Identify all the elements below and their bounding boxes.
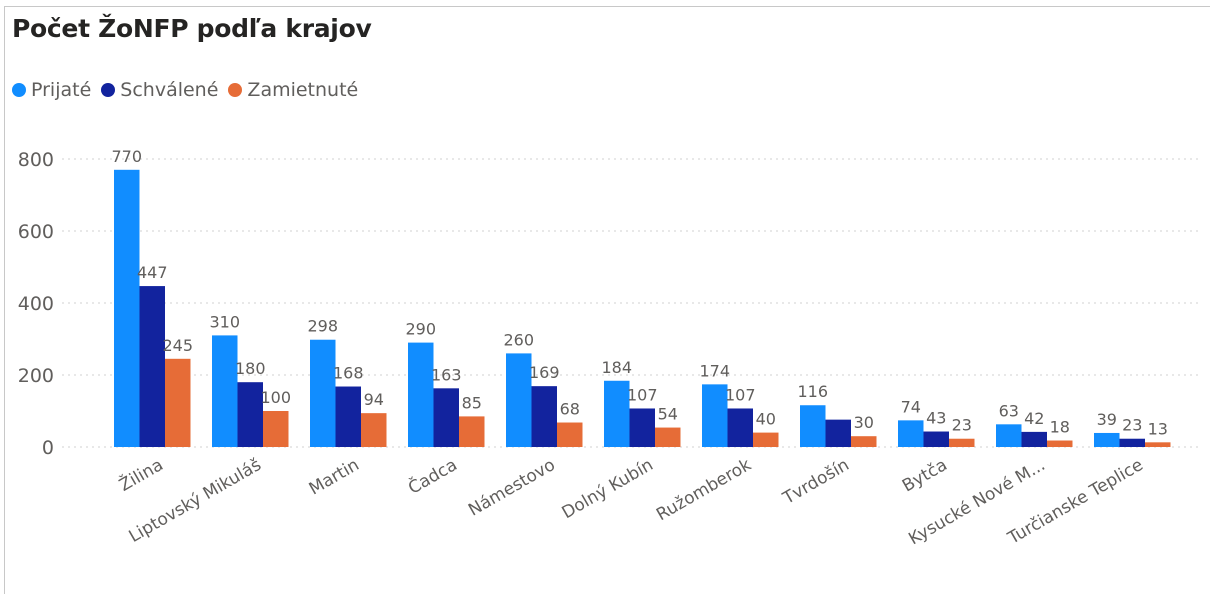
bar-zilina-schvalene: [139, 286, 165, 447]
data-label-namestovo-prijate: 260: [503, 330, 534, 349]
bar-turcianske-teplice-prijate: [1094, 432, 1120, 447]
data-label-ruzomberok-schvalene: 107: [725, 385, 756, 404]
bar-liptovsky-mikulas-schvalene: [237, 382, 263, 447]
bar-ruzomberok-zamietnute: [753, 432, 779, 447]
data-label-kysucke-nove-m-schvalene: 42: [1024, 409, 1044, 428]
data-label-ruzomberok-prijate: 174: [699, 361, 730, 380]
bar-cadca-prijate: [408, 342, 434, 447]
legend-item-zamietnute[interactable]: Zamietnuté: [228, 79, 358, 101]
bar-kysucke-nove-m-schvalene: [1021, 431, 1047, 447]
legend-marker-prijate: [12, 83, 26, 97]
data-label-liptovsky-mikulas-schvalene: 180: [235, 359, 266, 378]
data-label-ruzomberok-zamietnute: 40: [756, 410, 776, 429]
bar-zilina-zamietnute: [165, 358, 191, 447]
data-label-tvrdosin-prijate: 116: [797, 382, 828, 401]
data-label-bytca-schvalene: 43: [926, 409, 946, 428]
data-label-dolny-kubin-prijate: 184: [601, 358, 632, 377]
legend-label-prijate: Prijaté: [31, 79, 92, 101]
bar-bytca-zamietnute: [949, 438, 975, 447]
x-tick-label-namestovo: Námestovo: [465, 455, 559, 521]
bar-cadca-schvalene: [433, 388, 459, 447]
data-label-namestovo-schvalene: 169: [529, 363, 560, 382]
x-tick-label-ruzomberok: Ružomberok: [653, 455, 755, 525]
data-label-kysucke-nove-m-prijate: 63: [999, 401, 1019, 420]
bar-kysucke-nove-m-zamietnute: [1047, 440, 1073, 447]
bar-tvrdosin-zamietnute: [851, 436, 877, 447]
data-label-zilina-schvalene: 447: [137, 263, 168, 282]
data-label-turcianske-teplice-schvalene: 23: [1122, 416, 1142, 435]
data-label-cadca-schvalene: 163: [431, 365, 462, 384]
x-tick-label-dolny-kubin: Dolný Kubín: [559, 455, 657, 523]
legend-marker-zamietnute: [228, 83, 243, 97]
data-label-martin-zamietnute: 94: [364, 390, 384, 409]
bar-cadca-zamietnute: [459, 416, 485, 447]
data-label-zilina-zamietnute: 245: [162, 336, 193, 355]
data-label-martin-schvalene: 168: [333, 364, 364, 383]
legend-item-prijate[interactable]: Prijaté: [12, 79, 91, 101]
data-label-zilina-prijate: 770: [111, 147, 142, 166]
data-label-turcianske-teplice-prijate: 39: [1097, 410, 1117, 429]
bar-bytca-schvalene: [923, 431, 949, 447]
visual-frame: [4, 6, 1210, 594]
bar-martin-prijate: [310, 339, 336, 447]
data-label-bytca-zamietnute: 23: [952, 416, 972, 435]
bar-namestovo-schvalene: [531, 386, 557, 447]
x-tick-label-cadca: Čadca: [404, 453, 461, 498]
bar-dolny-kubin-zamietnute: [655, 427, 681, 447]
data-label-tvrdosin-zamietnute: 30: [854, 413, 874, 432]
bar-kysucke-nove-m-prijate: [996, 424, 1022, 447]
data-label-turcianske-teplice-zamietnute: 13: [1148, 419, 1168, 438]
bar-dolny-kubin-schvalene: [629, 408, 655, 447]
legend: Prijaté Schválené Zamietnuté: [12, 78, 368, 102]
x-tick-label-zilina: Žilina: [115, 453, 167, 496]
bar-namestovo-zamietnute: [557, 422, 583, 447]
chart-title: Počet ŽoNFP podľa krajov: [12, 14, 372, 43]
data-label-namestovo-zamietnute: 68: [560, 400, 580, 419]
legend-label-zamietnute: Zamietnuté: [247, 79, 359, 101]
bar-ruzomberok-prijate: [702, 384, 728, 447]
y-tick-label-600: 600: [18, 221, 54, 243]
data-label-cadca-prijate: 290: [405, 320, 436, 339]
data-label-martin-prijate: 298: [307, 317, 338, 336]
y-tick-label-200: 200: [18, 365, 54, 387]
legend-label-schvalene: Schválené: [120, 79, 219, 101]
bar-tvrdosin-schvalene: [825, 419, 851, 447]
bar-ruzomberok-schvalene: [727, 408, 753, 447]
x-tick-label-bytca: Bytča: [899, 455, 951, 496]
data-label-kysucke-nove-m-zamietnute: 18: [1050, 418, 1070, 437]
legend-item-schvalene[interactable]: Schválené: [101, 79, 218, 101]
legend-marker-schvalene: [101, 83, 116, 97]
y-tick-label-0: 0: [42, 437, 54, 459]
bar-liptovsky-mikulas-prijate: [212, 335, 238, 447]
bar-liptovsky-mikulas-zamietnute: [263, 411, 289, 447]
y-tick-label-800: 800: [18, 149, 54, 171]
bar-martin-schvalene: [335, 386, 361, 447]
bar-zilina-prijate: [114, 169, 140, 448]
bar-tvrdosin-prijate: [800, 405, 826, 447]
data-label-liptovsky-mikulas-prijate: 310: [209, 312, 240, 331]
bar-dolny-kubin-prijate: [604, 380, 630, 447]
data-label-bytca-prijate: 74: [901, 397, 921, 416]
bar-martin-zamietnute: [361, 413, 387, 447]
bar-turcianske-teplice-zamietnute: [1145, 442, 1171, 447]
y-tick-label-400: 400: [18, 293, 54, 315]
data-label-dolny-kubin-zamietnute: 54: [658, 405, 678, 424]
bar-turcianske-teplice-schvalene: [1119, 438, 1145, 447]
data-label-liptovsky-mikulas-zamietnute: 100: [260, 388, 291, 407]
bar-bytca-prijate: [898, 420, 924, 447]
x-tick-label-martin: Martin: [306, 455, 363, 499]
bar-namestovo-prijate: [506, 353, 532, 447]
data-label-cadca-zamietnute: 85: [462, 393, 482, 412]
data-label-dolny-kubin-schvalene: 107: [627, 385, 658, 404]
x-tick-label-tvrdosin: Tvrdošín: [779, 455, 853, 509]
